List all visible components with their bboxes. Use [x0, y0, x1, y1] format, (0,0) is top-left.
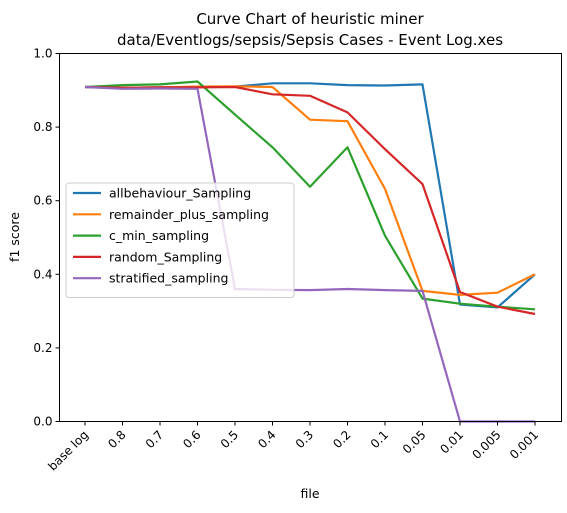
y-axis-label: f1 score [7, 212, 22, 262]
x-tick-label: 0.2 [330, 428, 353, 451]
legend-entry-label: c_min_sampling [109, 228, 209, 243]
chart-subtitle: data/Eventlogs/sepsis/Sepsis Cases - Eve… [117, 31, 503, 49]
y-tick-label: 0.8 [33, 120, 52, 134]
x-tick-label: 0.4 [255, 428, 278, 451]
y-tick-label: 1.0 [33, 47, 52, 61]
x-tick-label: 0.3 [293, 428, 316, 451]
x-tick-label: 0.5 [218, 428, 241, 451]
y-tick-label: 0.2 [33, 341, 52, 355]
x-tick-label: 0.6 [180, 428, 203, 451]
legend-entry-label: allbehaviour_Sampling [109, 186, 251, 201]
chart-title: Curve Chart of heuristic miner [196, 10, 424, 28]
legend-entry-label: random_Sampling [109, 249, 222, 264]
x-tick-label: 0.05 [400, 428, 429, 457]
x-tick-label: 0.005 [469, 428, 503, 462]
legend-entry-label: stratified_sampling [109, 271, 228, 286]
y-tick-label: 0.6 [33, 194, 52, 208]
y-tick-label: 0.4 [33, 267, 52, 281]
x-tick-label: 0.8 [105, 428, 128, 451]
y-axis: 0.0 0.2 0.4 0.6 0.8 1.0 [33, 47, 60, 429]
x-axis: base log 0.8 0.7 0.6 0.5 0.4 0.3 0.2 0.1 0.05 0.01… [45, 421, 541, 474]
x-tick-label: 0.7 [143, 428, 166, 451]
x-tick-label: base log [45, 428, 91, 474]
series-line-random_Sampling [84, 85, 536, 316]
plot-marks [84, 80, 536, 423]
x-tick-label: 0.1 [368, 428, 391, 451]
legend-box [65, 182, 295, 298]
x-tick-label: 0.001 [507, 428, 541, 462]
series-line-c_min_sampling [84, 80, 536, 311]
plot-frame [59, 53, 562, 422]
x-tick-label: 0.01 [437, 428, 466, 457]
x-axis-label: file [300, 486, 319, 501]
y-tick-label: 0.0 [33, 415, 52, 429]
legend-entry-label: remainder_plus_sampling [109, 207, 269, 222]
legend: allbehaviour_Sampling remainder_plus_samp… [65, 182, 295, 298]
